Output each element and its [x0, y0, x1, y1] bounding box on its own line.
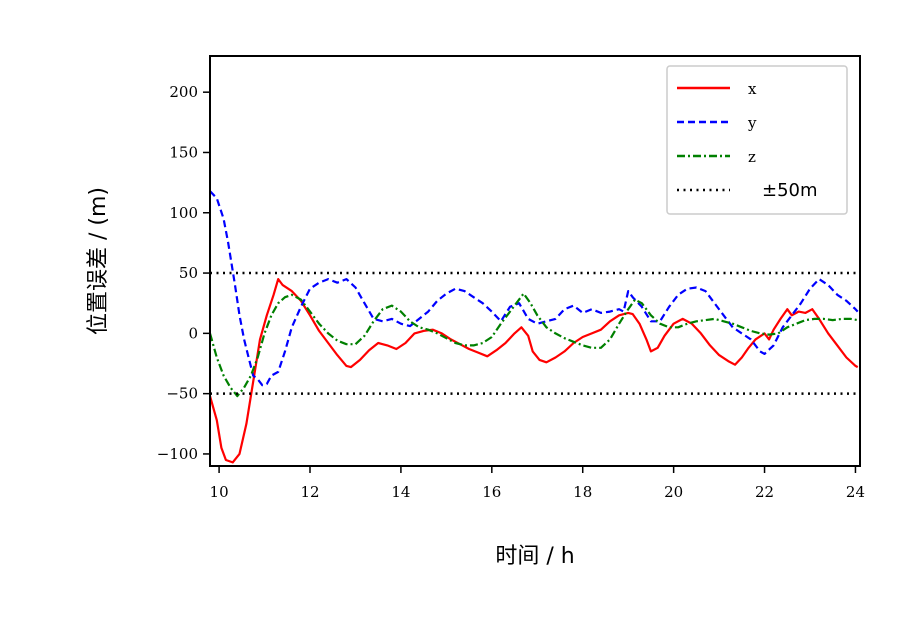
y-tick-label: 0 [188, 324, 198, 342]
series-line-z [210, 292, 858, 398]
y-tick-label: 50 [179, 264, 198, 282]
x-tick-label: 20 [664, 483, 683, 501]
x-tick-label: 18 [573, 483, 592, 501]
y-tick-label: 100 [169, 204, 198, 222]
x-tick-label: 24 [846, 483, 865, 501]
series-line-y [210, 190, 859, 387]
y-tick-label: 150 [169, 143, 198, 161]
x-tick-label: 16 [482, 483, 501, 501]
legend-label: ±50m [762, 180, 818, 201]
plot-frame [209, 55, 861, 467]
y-axis: −100 −50 0 50 100 150 200 [157, 83, 210, 463]
y-tick-label: −50 [166, 385, 198, 403]
y-axis-label: 位置误差 / (m) [86, 187, 111, 335]
x-axis-label: 时间 / h [495, 544, 574, 569]
legend-label: y [747, 114, 757, 132]
x-axis: 10 12 14 16 18 20 22 24 [210, 466, 865, 501]
y-tick-label: −100 [157, 445, 198, 463]
y-tick-label: 200 [169, 83, 198, 101]
plot-lines [210, 190, 860, 464]
legend: xyz ±50m [666, 65, 848, 215]
x-tick-label: 14 [391, 483, 410, 501]
legend-label: x [748, 80, 757, 98]
legend-label: z [748, 148, 756, 166]
series-line-x [210, 278, 859, 464]
x-tick-label: 10 [210, 483, 229, 501]
x-tick-label: 12 [300, 483, 319, 501]
legend-box [666, 65, 848, 215]
x-tick-label: 22 [755, 483, 774, 501]
